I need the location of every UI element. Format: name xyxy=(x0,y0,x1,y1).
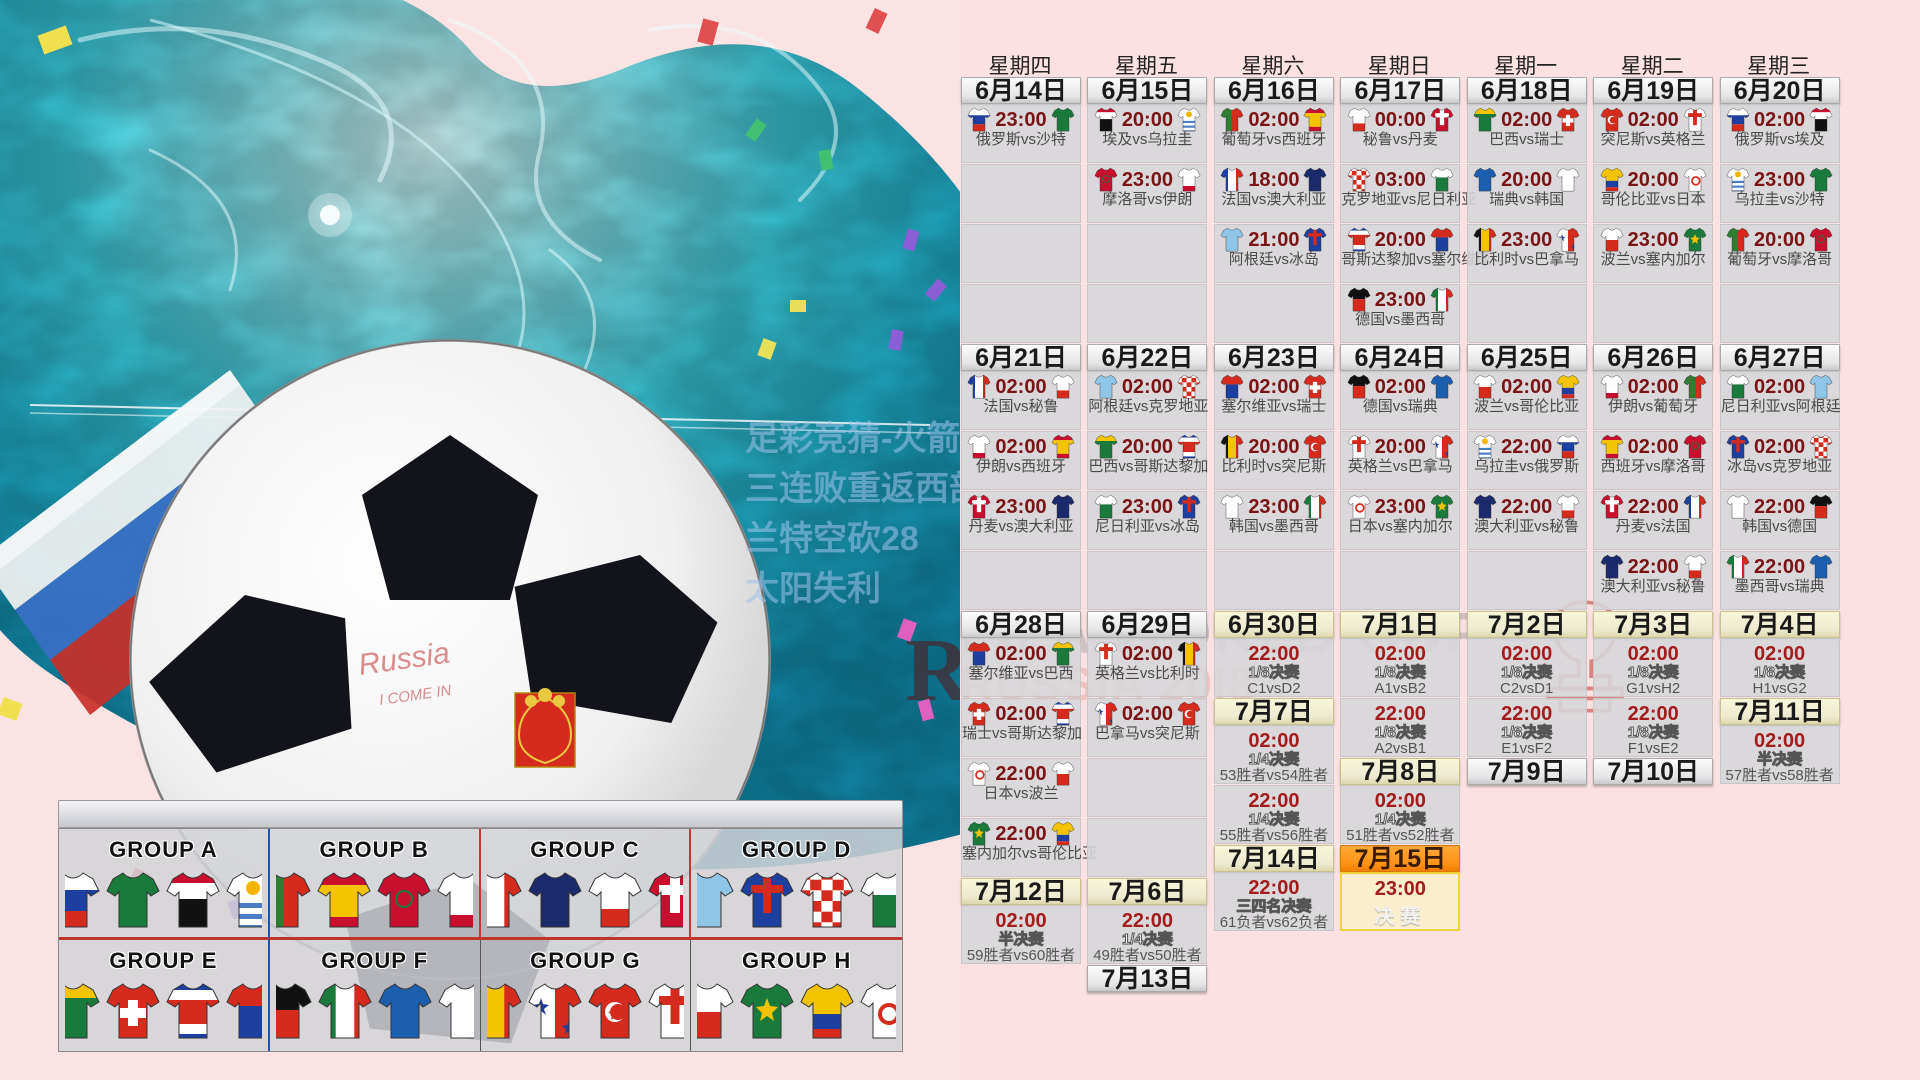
svg-text:三连败重返西部: 三连败重返西部 xyxy=(745,470,960,508)
svg-text:太阳失利: 太阳失利 xyxy=(745,570,881,608)
svg-text:R: R xyxy=(905,621,960,720)
svg-text:兰特空砍28: 兰特空砍28 xyxy=(745,520,919,558)
svg-text:足彩竞猜-火箭: 足彩竞猜-火箭 xyxy=(745,419,960,458)
